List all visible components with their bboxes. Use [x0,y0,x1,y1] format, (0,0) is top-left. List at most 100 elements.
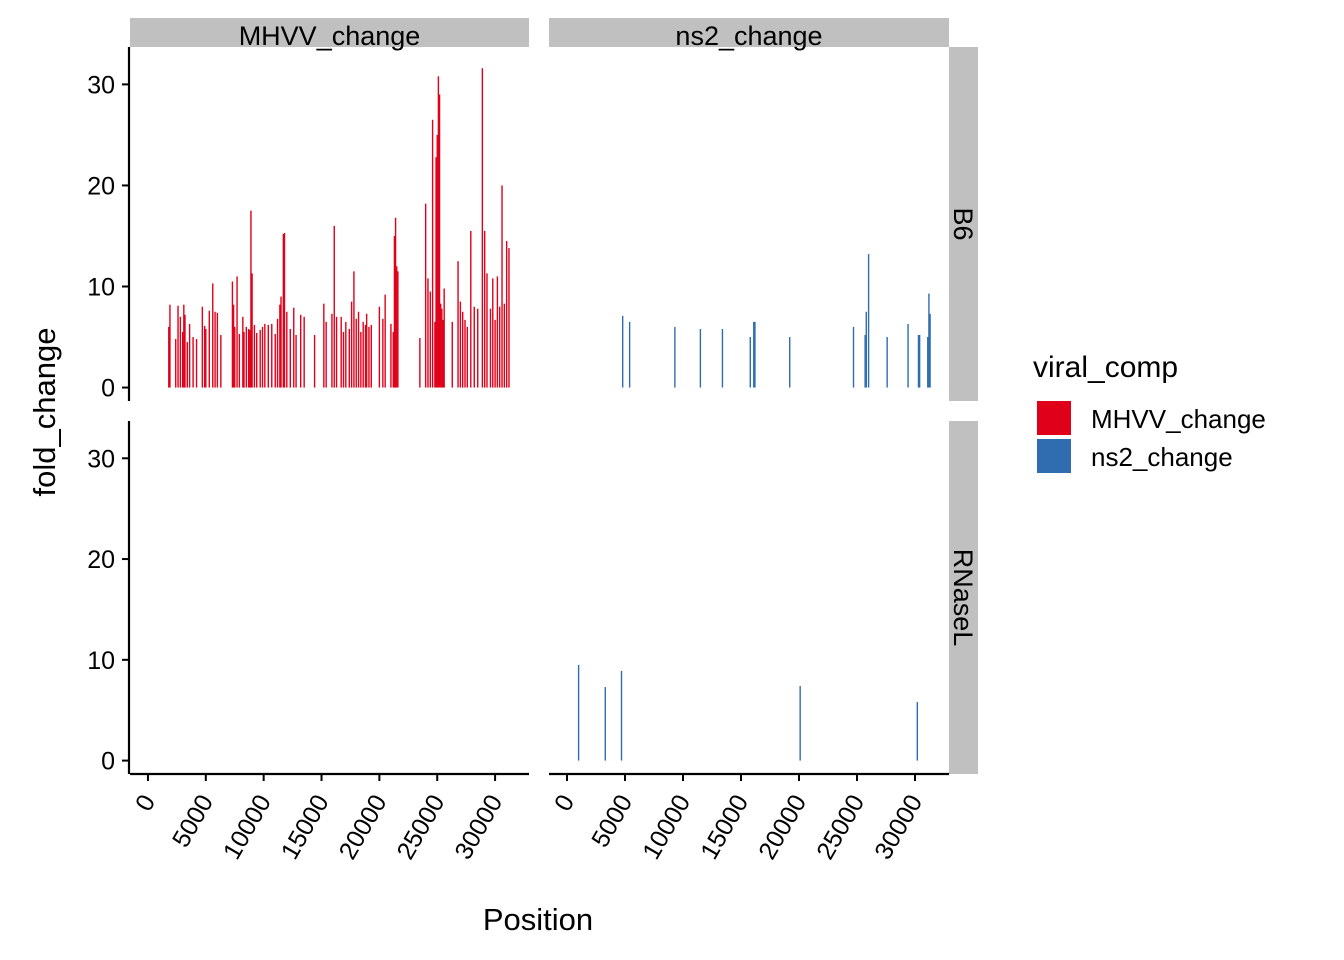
bar [350,301,353,388]
bar [250,210,252,388]
bar [203,325,206,388]
bar [238,333,241,388]
bar [232,304,235,388]
bar [483,230,486,388]
bar [289,328,291,388]
bar [604,687,606,761]
bar [442,319,444,388]
bar [699,328,702,388]
y-tick-label: 30 [87,71,115,99]
bar [286,311,288,388]
strip-ns2_change [549,18,949,47]
bar [384,294,386,388]
strip-label-MHVV_change: MHVV_change [239,21,421,51]
bar [396,266,398,388]
bar [443,288,445,388]
y-tick-label: 20 [87,546,115,574]
bar [918,335,921,388]
y-tick-label: 30 [87,445,115,473]
bar [303,316,305,388]
y-tick-label: 20 [87,172,115,200]
bar [494,319,496,388]
legend-label: MHVV_change [1091,404,1266,434]
x-tick-label: 25000 [811,790,870,864]
x-tick-label: 20000 [334,790,393,864]
bar [466,326,469,388]
bar [397,271,399,388]
legend-swatch [1037,439,1071,473]
bar [459,301,462,388]
bar [259,329,261,388]
bar [917,335,920,388]
bar [427,278,429,388]
strip-MHVV_change [130,18,529,47]
bar [335,316,338,388]
bar [470,230,472,388]
bar [464,319,466,388]
bar [378,306,381,388]
bar [360,331,362,388]
bar [435,157,437,388]
x-tick-label: 0 [549,790,580,816]
bar [927,337,929,388]
bar [440,303,442,388]
bar [331,313,333,388]
bar [929,313,931,388]
bar [274,333,276,388]
bar [419,338,421,388]
bar [177,305,179,388]
bar [362,321,364,388]
bar [295,335,297,388]
legend-swatch [1037,401,1071,435]
legend: viral_comp MHVV_change ns2_change [1033,351,1266,473]
bar [393,235,396,388]
bar [205,328,207,388]
bar [481,68,484,388]
bar [501,185,503,388]
bar [390,323,392,388]
bar [276,318,279,388]
x-tick-label: 10000 [218,790,277,864]
bar [212,283,214,388]
bar [253,324,256,388]
bar [169,304,171,388]
strip-label-ns2_change: ns2_change [675,21,822,51]
chart-panels [168,68,931,761]
bar [249,329,251,388]
bar [674,326,676,388]
bar [188,323,191,388]
bar [477,308,479,388]
bar [345,321,347,388]
bar [721,328,724,388]
bar [431,119,434,388]
panel-ns2_change-B6 [621,254,931,388]
x-tick-label: 15000 [695,790,754,864]
bar [434,321,436,388]
bar [753,321,755,388]
x-tick-label: 15000 [276,790,335,864]
bar [865,311,867,388]
bar [457,261,459,388]
row-strips: B6 RNaseL [948,47,978,774]
bar [473,306,475,388]
bar [245,326,248,388]
x-tick-label: 5000 [586,790,638,852]
x-axis-title: Position [483,902,593,937]
bar [313,335,316,388]
strip-label-B6: B6 [948,207,978,240]
strip-B6 [949,47,978,401]
bar [505,241,508,388]
bar [916,702,919,761]
bar [852,326,855,388]
bar [357,311,360,388]
bar [208,310,210,388]
bar [451,321,453,388]
bar [247,328,250,388]
bar [236,276,238,388]
bar [789,337,791,388]
bar [264,323,266,388]
bar [201,306,204,388]
bar [282,233,285,388]
